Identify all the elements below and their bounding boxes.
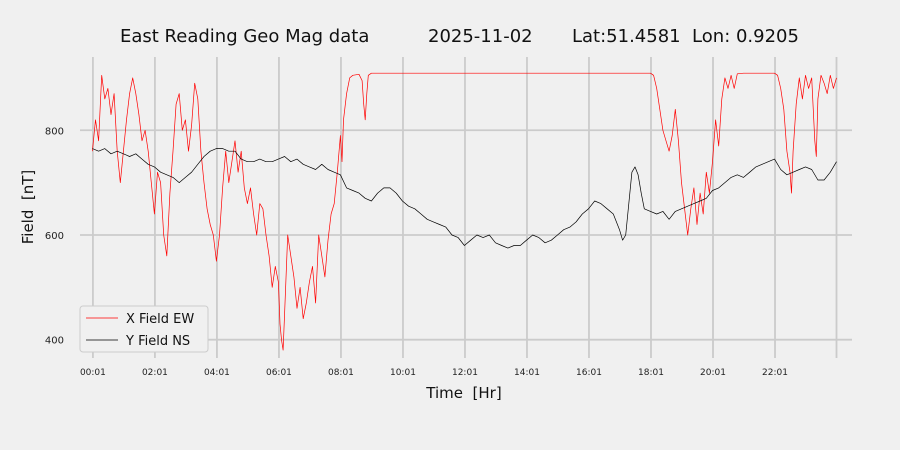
legend-box xyxy=(79,305,209,353)
y-tick-labels: 400 600 800 xyxy=(45,126,64,346)
legend: X Field EW Y Field NS xyxy=(79,305,209,353)
x-tick-label: 20:01 xyxy=(700,368,726,378)
y-tick-label: 400 xyxy=(45,336,64,347)
grid-lines xyxy=(80,57,852,358)
chart-title-name: East Reading Geo Mag data xyxy=(120,26,369,47)
x-tick-label: 18:01 xyxy=(638,368,664,378)
x-tick-label: 04:01 xyxy=(204,368,230,378)
x-tick-label: 12:01 xyxy=(452,368,478,378)
x-tick-label: 16:01 xyxy=(576,368,602,378)
chart-title-date: 2025-11-02 xyxy=(428,26,533,47)
y-tick-label: 800 xyxy=(45,126,64,137)
x-tick-label: 08:01 xyxy=(328,368,354,378)
y-tick-label: 600 xyxy=(45,231,64,242)
x-tick-label: 22:01 xyxy=(762,368,788,378)
x-tick-label: 02:01 xyxy=(142,368,168,378)
x-tick-labels: 00:01 02:01 04:01 06:01 08:01 10:01 12:01 14:01… xyxy=(80,368,788,378)
x-tick-label: 06:01 xyxy=(266,368,292,378)
plot-area xyxy=(80,57,852,358)
legend-label-x-field: X Field EW xyxy=(126,312,194,327)
series-layer xyxy=(92,72,837,351)
chart-title-location: Lat:51.4581 Lon: 0.9205 xyxy=(572,26,799,47)
legend-label-y-field: Y Field NS xyxy=(125,334,190,349)
x-tick-label: 00:01 xyxy=(80,368,106,378)
x-tick-label: 10:01 xyxy=(390,368,416,378)
series-line-y-field-ns xyxy=(92,148,837,249)
x-tick-label: 14:01 xyxy=(514,368,540,378)
x-axis-label: Time [Hr] xyxy=(425,384,501,402)
y-axis-label: Field [nT] xyxy=(19,170,37,245)
series-line-x-field-ew xyxy=(92,72,837,351)
